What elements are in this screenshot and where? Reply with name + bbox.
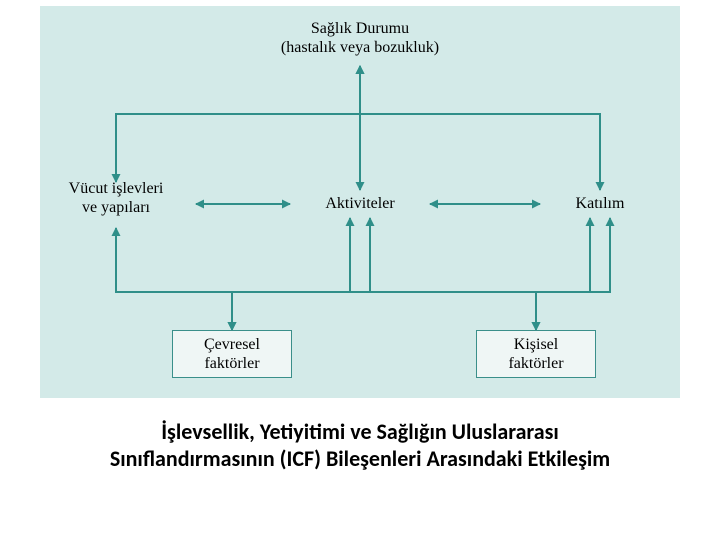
node-health-line1: Sağlık Durumu: [230, 19, 490, 38]
node-body: Vücut işlevleri ve yapıları: [36, 179, 196, 217]
node-particip-line1: Katılım: [540, 194, 660, 213]
node-pers-line2: faktörler: [508, 354, 563, 373]
node-particip: Katılım: [540, 194, 660, 213]
caption-line1: İşlevsellik, Yetiyitimi ve Sağlığın Ulus…: [0, 418, 720, 445]
node-health: Sağlık Durumu (hastalık veya bozukluk): [230, 19, 490, 57]
node-env: Çevresel faktörler: [172, 330, 292, 378]
node-pers: Kişisel faktörler: [476, 330, 596, 378]
node-health-line2: (hastalık veya bozukluk): [230, 38, 490, 57]
node-activity-line1: Aktiviteler: [290, 194, 430, 213]
node-body-line2: ve yapıları: [36, 198, 196, 217]
diagram-stage: Sağlık Durumu (hastalık veya bozukluk) V…: [0, 0, 720, 540]
node-env-line2: faktörler: [204, 354, 260, 373]
node-pers-line1: Kişisel: [508, 335, 563, 354]
node-env-line1: Çevresel: [204, 335, 260, 354]
node-body-line1: Vücut işlevleri: [36, 179, 196, 198]
caption-line2: Sınıflandırmasının (ICF) Bileşenleri Ara…: [0, 445, 720, 472]
node-activity: Aktiviteler: [290, 194, 430, 213]
caption: İşlevsellik, Yetiyitimi ve Sağlığın Ulus…: [0, 418, 720, 472]
